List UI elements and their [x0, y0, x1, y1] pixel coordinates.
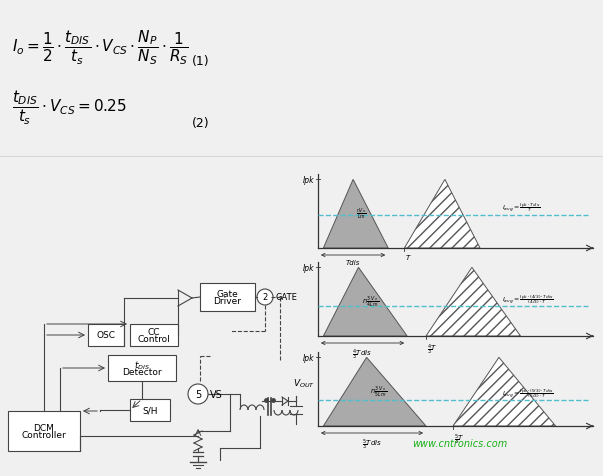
Text: Ipk: Ipk [303, 176, 314, 185]
Text: CC: CC [148, 327, 160, 336]
Polygon shape [453, 357, 555, 426]
Text: Detector: Detector [122, 367, 162, 376]
Text: Gate: Gate [216, 289, 238, 298]
Text: (1): (1) [192, 55, 210, 68]
Text: OSC: OSC [96, 331, 116, 340]
Text: $n\frac{3}{5}\frac{V_o}{Lm}$: $n\frac{3}{5}\frac{V_o}{Lm}$ [370, 384, 387, 398]
Text: $\frac{4}{3}T$: $\frac{4}{3}T$ [427, 342, 438, 357]
Text: www.cntronics.com: www.cntronics.com [412, 438, 508, 448]
Text: Driver: Driver [213, 297, 241, 306]
Text: $I_o = \dfrac{1}{2} \cdot \dfrac{t_{DIS}}{t_s} \cdot V_{CS} \cdot \dfrac{N_P}{N_: $I_o = \dfrac{1}{2} \cdot \dfrac{t_{DIS}… [12, 29, 189, 67]
Text: $\frac{5}{3}Tdis$: $\frac{5}{3}Tdis$ [362, 437, 382, 451]
Text: 2: 2 [262, 293, 268, 302]
Text: T: T [405, 255, 409, 260]
Text: Control: Control [137, 334, 171, 343]
Text: Ipk: Ipk [303, 353, 314, 362]
Polygon shape [323, 180, 388, 248]
Bar [108, 355, 176, 381]
Text: GATE: GATE [276, 293, 298, 302]
Text: $t_{DIS}$: $t_{DIS}$ [134, 358, 150, 371]
Text: $I_{avg}=\frac{Ipk \cdot (5/3) \cdot Tdis}{(5/3) \cdot T}$: $I_{avg}=\frac{Ipk \cdot (5/3) \cdot Tdi… [502, 387, 554, 398]
Bar [130, 324, 178, 346]
Text: $\frac{5}{3}T$: $\frac{5}{3}T$ [454, 432, 465, 446]
Circle shape [188, 384, 208, 404]
Bar [8, 411, 80, 451]
Text: DCM: DCM [34, 423, 54, 432]
Bar [200, 283, 255, 311]
Bar [88, 324, 124, 346]
Text: $\dfrac{t_{DIS}}{t_s} \cdot V_{CS} = 0.25$: $\dfrac{t_{DIS}}{t_s} \cdot V_{CS} = 0.2… [12, 89, 127, 127]
Text: S/H: S/H [142, 406, 158, 415]
Text: 5: 5 [195, 389, 201, 399]
Polygon shape [323, 357, 426, 426]
Text: $I_{avg}=\frac{Ipk \cdot (4/3) \cdot Tdis}{(4/3) \cdot T}$: $I_{avg}=\frac{Ipk \cdot (4/3) \cdot Tdi… [502, 293, 554, 305]
Text: (2): (2) [192, 117, 210, 130]
Polygon shape [426, 268, 520, 336]
Text: Ipk: Ipk [303, 263, 314, 272]
Polygon shape [405, 180, 480, 248]
Text: Controller: Controller [22, 430, 66, 439]
Text: Tdis: Tdis [346, 259, 360, 266]
Text: VS: VS [210, 389, 223, 399]
Text: $\frac{nV_o}{Lm}$: $\frac{nV_o}{Lm}$ [356, 206, 367, 221]
Text: $n\frac{3}{4}\frac{V_o}{Lm}$: $n\frac{3}{4}\frac{V_o}{Lm}$ [362, 294, 379, 309]
Bar [130, 399, 170, 421]
Text: $\frac{4}{3}Tdis$: $\frac{4}{3}Tdis$ [353, 347, 373, 361]
Circle shape [257, 289, 273, 306]
Polygon shape [323, 268, 407, 336]
Text: $V_{OUT}$: $V_{OUT}$ [293, 377, 315, 389]
Text: $I_{avg}=\frac{Ipk \cdot Tdis}{T}$: $I_{avg}=\frac{Ipk \cdot Tdis}{T}$ [502, 201, 540, 214]
